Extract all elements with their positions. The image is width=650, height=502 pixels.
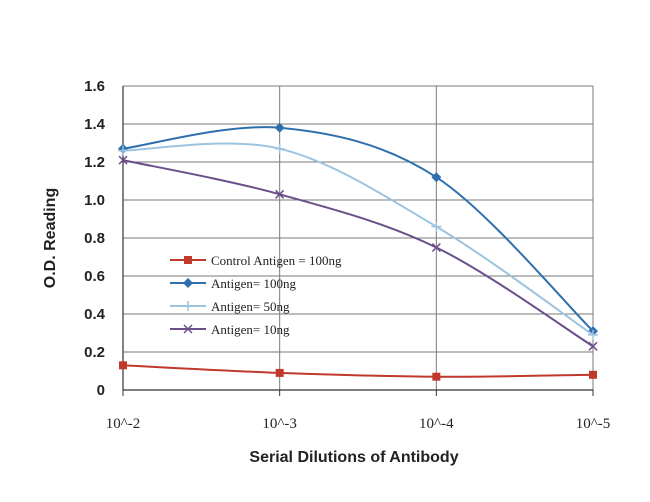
series bbox=[118, 122, 598, 381]
x-tick-label: 10^-2 bbox=[106, 416, 141, 432]
y-tick-label: 0.8 bbox=[84, 230, 105, 247]
legend-swatch-marker bbox=[184, 256, 192, 264]
series-1 bbox=[119, 361, 597, 381]
data-point bbox=[119, 361, 127, 370]
legend-label: Antigen= 50ng bbox=[211, 299, 290, 314]
y-tick-label: 0.4 bbox=[84, 306, 106, 323]
y-tick-label: 1.2 bbox=[84, 154, 105, 171]
legend-label: Control Antigen = 100ng bbox=[211, 253, 342, 268]
x-tick-labels: 10^-2 10^-3 10^-4 10^-5 bbox=[106, 416, 611, 432]
legend-entry: Antigen= 10ng bbox=[170, 322, 290, 337]
y-tick-label: 0.6 bbox=[84, 268, 105, 285]
y-tick-label: 0 bbox=[97, 382, 105, 399]
legend-swatch-marker bbox=[183, 324, 193, 334]
legend-label: Antigen= 10ng bbox=[211, 322, 290, 337]
x-tick-label: 10^-4 bbox=[419, 416, 454, 432]
data-point bbox=[431, 242, 441, 253]
series-line bbox=[122, 364, 594, 378]
series-line bbox=[122, 126, 594, 332]
series-line bbox=[122, 159, 594, 348]
data-point bbox=[274, 122, 285, 133]
legend: Control Antigen = 100ng Antigen= 100ng Ant… bbox=[170, 253, 342, 337]
grid-lines bbox=[122, 85, 594, 390]
data-point bbox=[431, 221, 442, 232]
legend-swatch-marker bbox=[183, 301, 193, 311]
x-axis-title: Serial Dilutions of Antibody bbox=[249, 449, 458, 466]
data-point bbox=[431, 172, 442, 183]
data-point bbox=[588, 341, 598, 351]
legend-entry: Antigen= 50ng bbox=[170, 299, 290, 314]
data-point bbox=[118, 145, 128, 156]
series-line bbox=[122, 142, 594, 336]
data-point bbox=[275, 368, 284, 377]
data-point bbox=[432, 372, 441, 381]
x-tick-label: 10^-3 bbox=[262, 416, 297, 432]
y-axis-title: O.D. Reading bbox=[42, 188, 59, 288]
data-point bbox=[274, 143, 285, 154]
data-point bbox=[118, 155, 128, 165]
legend-swatch-marker bbox=[183, 278, 193, 288]
data-point bbox=[275, 189, 285, 199]
y-tick-label: 1.4 bbox=[84, 116, 106, 133]
x-tick-label: 10^-5 bbox=[576, 416, 611, 432]
legend-entry: Antigen= 100ng bbox=[170, 276, 296, 291]
axes bbox=[122, 86, 594, 396]
y-tick-label: 1.6 bbox=[84, 78, 105, 95]
legend-label: Antigen= 100ng bbox=[211, 276, 296, 291]
y-tick-label: 0.2 bbox=[84, 344, 105, 361]
y-tick-label: 1.0 bbox=[84, 192, 105, 209]
data-point bbox=[589, 370, 597, 379]
series-4 bbox=[118, 155, 598, 351]
legend-entry: Control Antigen = 100ng bbox=[170, 253, 342, 268]
series-3 bbox=[118, 142, 598, 340]
y-tick-labels: 0 0.2 0.4 0.6 0.8 1.0 1.2 1.4 1.6 bbox=[84, 78, 106, 399]
data-point bbox=[588, 329, 598, 340]
